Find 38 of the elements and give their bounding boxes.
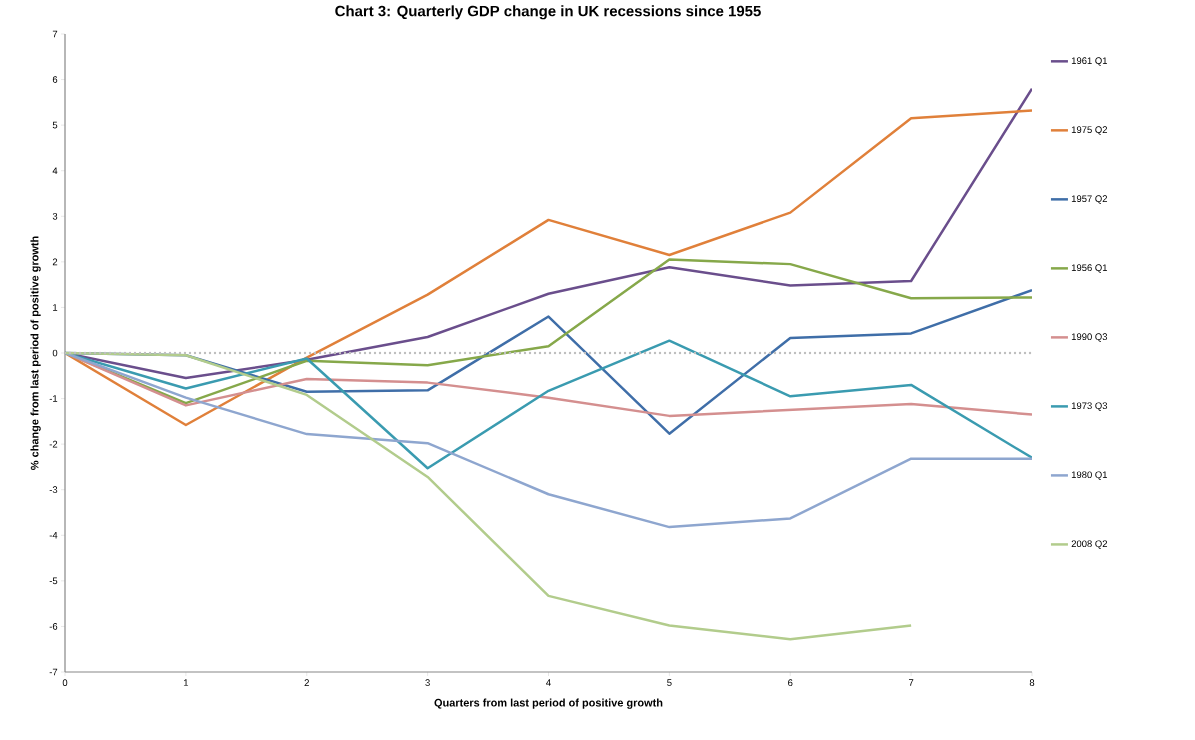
y-tick-label: 1 [53,304,58,311]
legend-label: 1975 Q2 [1071,126,1108,135]
y-tick-label: 7 [52,30,58,38]
x-tick-label: 6 [788,679,793,687]
legend-label: 1973 Q3 [1071,402,1108,411]
legend-label: 1961 Q1 [1071,57,1108,66]
y-tick-label: -6 [49,623,58,630]
chart-title: Chart 3: Quarterly GDP change in UK recessions since 1955 [335,5,761,20]
y-tick-label: 2 [52,258,58,266]
y-axis-title: % change from last period of positive growth [30,236,41,470]
y-tick-label: -2 [49,440,58,448]
x-tick-label: 2 [304,679,309,686]
x-axis-title: Quarters from last period of positive growth [434,698,663,709]
legend-label: 1956 Q1 [1071,264,1108,273]
x-tick-label: 1 [183,679,189,686]
x-tick-label: 3 [425,679,430,687]
x-tick-label: 0 [62,679,68,687]
legend-label: 1990 Q3 [1071,333,1108,342]
x-tick-label: 4 [546,679,551,686]
y-tick-label: 4 [52,167,58,174]
x-tick-label: 7 [908,679,914,686]
y-tick-label: -5 [49,577,58,585]
legend-label: 1980 Q1 [1071,471,1108,480]
x-tick-label: 5 [667,679,672,686]
y-tick-label: -3 [49,486,58,494]
legend-label: 2008 Q2 [1071,540,1108,549]
y-tick-label: 5 [52,121,58,129]
y-tick-label: -7 [49,668,58,676]
legend-label: 1957 Q2 [1071,195,1108,204]
y-tick-label: 0 [52,349,58,357]
line-series [65,351,913,641]
y-tick-label: 3 [52,212,58,220]
line-series [65,351,1032,529]
y-tick-label: 6 [52,76,58,83]
line-series [65,109,1032,427]
y-tick-label: -4 [49,532,58,539]
x-tick-label: 8 [1029,679,1035,687]
y-tick-label: -1 [49,395,58,402]
